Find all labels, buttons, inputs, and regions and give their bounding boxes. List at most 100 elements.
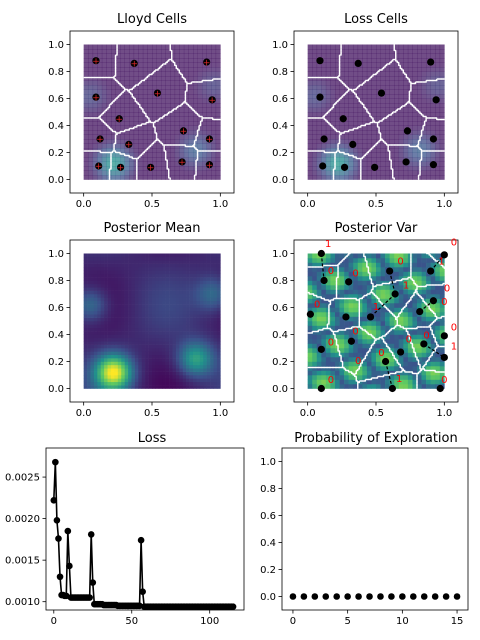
lloyd-cell [161, 58, 166, 63]
loss-cell [398, 125, 404, 131]
mean-cell [199, 358, 204, 362]
mean-cell [145, 314, 149, 318]
mean-cell [121, 351, 125, 356]
lloyd-edge [168, 59, 170, 62]
mean-cell [121, 331, 125, 335]
loss-point [371, 163, 379, 171]
lloyd-edge [107, 107, 109, 110]
mean-cell [111, 341, 115, 345]
mean-cell [107, 317, 112, 322]
lloyd-edge [194, 147, 197, 149]
loss-cell [316, 143, 322, 149]
mean-cell [114, 280, 119, 285]
mean-cell [141, 280, 146, 285]
lloyd-edge [203, 79, 206, 82]
lloyd-cell [170, 98, 176, 104]
var-cell [312, 366, 318, 371]
lloyd-edge [136, 164, 138, 167]
mean-cell [213, 354, 218, 359]
lloyd-cell [88, 112, 94, 117]
mean-cell [175, 361, 180, 366]
var-cell [312, 321, 318, 326]
loss-cell [439, 175, 445, 180]
mean-cell [138, 300, 143, 305]
loss-cell [389, 125, 395, 131]
mean-cell [97, 256, 102, 261]
loss-cell [417, 103, 422, 108]
mean-cell [90, 324, 95, 329]
loss-edge [338, 142, 341, 144]
lloyd-edge [154, 121, 156, 123]
mean-cell [172, 351, 177, 356]
mean-cell [131, 385, 136, 389]
loss-edge [360, 161, 362, 164]
lloyd-cell [193, 94, 198, 99]
loss-point [316, 93, 324, 101]
loss-cell [394, 170, 400, 176]
loss-edge [366, 152, 368, 155]
loss-edge [338, 64, 341, 66]
loss-edge [318, 150, 321, 152]
loss-cell [380, 121, 386, 126]
mean-cell [107, 321, 112, 325]
lloyd-cell [179, 175, 185, 180]
mean-cell [193, 277, 197, 281]
loss-cell [335, 85, 340, 90]
var-cell [321, 352, 327, 358]
mean-cell [203, 358, 207, 362]
loss-cell [430, 71, 436, 77]
mean-cell [155, 290, 160, 295]
loss-cell [389, 94, 395, 99]
lloyd-cell [188, 44, 194, 50]
lloyd-edge [136, 172, 138, 174]
loss-cell [335, 58, 340, 63]
loss-cell [371, 130, 377, 135]
lloyd-cell [197, 166, 203, 171]
mean-cell [196, 294, 201, 298]
lloyd-cell [152, 134, 157, 140]
mean-cell [206, 358, 211, 362]
mean-cell [179, 256, 184, 261]
loss-edge [395, 50, 397, 53]
mean-cell [186, 371, 190, 376]
lloyd-cell [165, 67, 171, 72]
mean-cell [134, 364, 139, 369]
var-cell [330, 289, 336, 295]
lloyd-cell [115, 44, 121, 50]
mean-cell [182, 341, 187, 345]
lloyd-edge [195, 164, 197, 167]
loss-cell [412, 58, 418, 63]
loss-cell [348, 121, 354, 126]
mean-cell [158, 358, 163, 362]
loss-cell [435, 71, 441, 77]
loss-edge [340, 133, 342, 135]
loss-edge [346, 91, 348, 93]
mean-cell [121, 283, 125, 288]
mean-cell [216, 361, 221, 366]
lloyd-cell [152, 121, 157, 126]
loss-edge [344, 130, 347, 133]
mean-cell [210, 354, 214, 359]
loss-cell [389, 76, 395, 81]
lloyd-edge [155, 134, 158, 137]
mean-cell [196, 378, 201, 383]
lloyd-edge [114, 71, 117, 74]
var-cell [312, 375, 318, 380]
mean-cell [111, 280, 115, 285]
mean-cell [114, 361, 119, 366]
loss-cell [335, 175, 340, 180]
loss-edge [309, 117, 312, 119]
loss-cell [380, 161, 386, 167]
loss-edge [355, 94, 357, 96]
loss-cell [307, 121, 313, 126]
lloyd-cell [101, 94, 107, 99]
mean-cell [134, 381, 139, 386]
lloyd-edge [114, 67, 117, 69]
loss-edge [360, 158, 362, 161]
lloyd-edge [145, 122, 147, 125]
lloyd-cell [215, 53, 221, 59]
lloyd-cross: + [206, 161, 214, 171]
var-cell [330, 361, 336, 367]
mean-cell [141, 334, 146, 339]
mean-cell [210, 277, 214, 281]
